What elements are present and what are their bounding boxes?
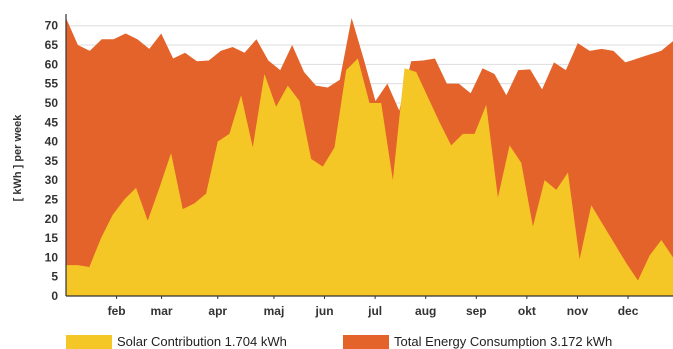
y-tick-25: 25	[45, 192, 59, 206]
y-tick-labels: 0 5 10 15 20 25 30 35 40 45 50 55 60 65 70	[45, 19, 59, 303]
y-tick-5: 5	[51, 270, 58, 284]
x-tick-jun: jun	[315, 304, 334, 318]
x-tick-labels: feb mar apr maj jun jul aug sep okt nov dec	[108, 304, 639, 318]
y-axis-label: [ kWh ] per week	[12, 114, 24, 202]
axis-layer	[65, 14, 673, 299]
legend-label-solar: Solar Contribution 1.704 kWh	[117, 334, 287, 349]
x-tick-feb: feb	[108, 304, 126, 318]
x-tick-maj: maj	[264, 304, 285, 318]
x-tick-dec: dec	[618, 304, 639, 318]
y-tick-65: 65	[45, 38, 59, 52]
legend-swatch-solar	[66, 335, 112, 349]
y-tick-10: 10	[45, 250, 59, 264]
x-tick-apr: apr	[208, 304, 227, 318]
y-tick-70: 70	[45, 19, 59, 33]
legend: Solar Contribution 1.704 kWh Total Energ…	[66, 334, 612, 349]
y-tick-30: 30	[45, 173, 59, 187]
y-tick-35: 35	[45, 154, 59, 168]
y-tick-60: 60	[45, 57, 59, 71]
y-tick-45: 45	[45, 115, 59, 129]
x-tick-nov: nov	[567, 304, 589, 318]
legend-swatch-total	[343, 335, 389, 349]
y-tick-15: 15	[45, 231, 59, 245]
y-tick-40: 40	[45, 135, 59, 149]
legend-label-total: Total Energy Consumption 3.172 kWh	[394, 334, 612, 349]
x-tick-mar: mar	[151, 304, 173, 318]
area-series-solar	[66, 58, 673, 296]
x-tick-jul: jul	[367, 304, 382, 318]
y-tick-20: 20	[45, 212, 59, 226]
y-tick-0: 0	[51, 289, 58, 303]
y-tick-55: 55	[45, 77, 59, 91]
area-layer	[66, 18, 673, 296]
x-tick-sep: sep	[466, 304, 487, 318]
x-tick-okt: okt	[518, 304, 536, 318]
y-tick-50: 50	[45, 96, 59, 110]
x-tick-aug: aug	[415, 304, 436, 318]
